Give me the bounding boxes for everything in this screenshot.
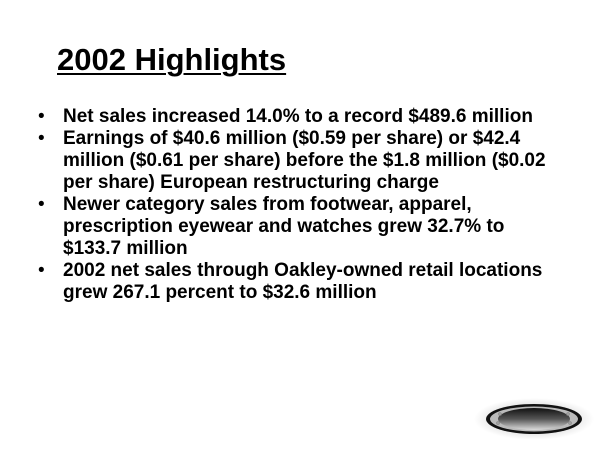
slide-title: 2002 Highlights (57, 42, 287, 77)
list-item: • Newer category sales from footwear, app… (38, 194, 558, 260)
bullet-icon: • (38, 128, 45, 149)
bullet-icon: • (38, 194, 45, 215)
bullet-text: Net sales increased 14.0% to a record $4… (63, 106, 533, 127)
bullet-icon: • (38, 106, 45, 127)
list-item: • Net sales increased 14.0% to a record $… (38, 106, 558, 128)
bullet-text: 2002 net sales through Oakley-owned reta… (63, 260, 543, 303)
list-item: • 2002 net sales through Oakley-owned ret… (38, 260, 558, 304)
highlights-list: • Net sales increased 14.0% to a record $… (38, 106, 558, 304)
bullet-icon: • (38, 260, 45, 281)
list-item: • Earnings of $40.6 million ($0.59 per sh… (38, 128, 558, 194)
bullet-text: Earnings of $40.6 million ($0.59 per sha… (63, 128, 546, 193)
oakley-ellipse-logo-icon (474, 398, 594, 440)
bullet-text: Newer category sales from footwear, appa… (63, 194, 505, 259)
